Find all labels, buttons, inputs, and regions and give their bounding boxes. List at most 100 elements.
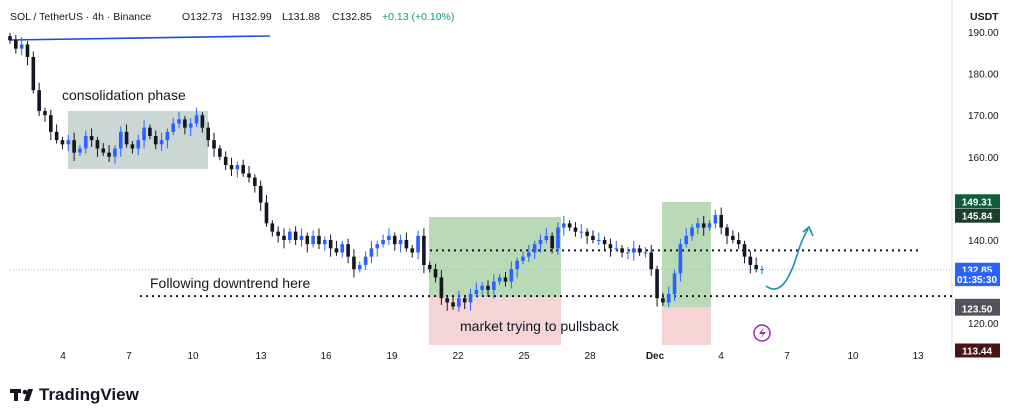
candle <box>684 228 689 248</box>
candle <box>567 220 572 231</box>
candle <box>672 269 677 301</box>
candle <box>317 228 321 250</box>
price-axis-label-text: 113.44 <box>962 346 992 357</box>
candle <box>124 124 129 148</box>
candle <box>392 232 397 251</box>
candle <box>731 230 735 244</box>
trend-line[interactable] <box>9 35 271 41</box>
candle <box>620 244 624 258</box>
y-tick-label: 120.00 <box>968 319 999 330</box>
candle <box>31 51 36 94</box>
ohlc-high: H132.99 <box>232 11 272 23</box>
candle <box>218 145 222 161</box>
candle <box>655 265 659 307</box>
currency-label[interactable]: USDT <box>970 11 999 23</box>
ohlc-low: L131.88 <box>282 11 320 23</box>
candle <box>258 180 263 211</box>
candle <box>363 251 368 270</box>
candle <box>422 228 426 274</box>
candle <box>276 226 280 243</box>
highlight-boxes <box>68 111 711 345</box>
candle <box>212 132 216 157</box>
candle <box>148 124 152 140</box>
recent-gain-box <box>662 202 711 307</box>
price-axis-label: 123.50 <box>955 301 1000 316</box>
candle <box>626 247 630 260</box>
candle <box>556 222 560 255</box>
candle <box>760 265 764 275</box>
ohlc-close: C132.85 <box>332 11 372 23</box>
candle <box>649 244 654 276</box>
candle <box>445 294 450 311</box>
candle <box>725 224 729 245</box>
candle <box>264 195 269 227</box>
candle <box>247 165 251 183</box>
candle <box>719 207 724 235</box>
candle <box>497 274 502 285</box>
candle <box>72 132 76 161</box>
candle <box>8 32 12 44</box>
price-axis-label: 145.84 <box>955 208 1000 223</box>
candle <box>666 286 671 308</box>
candle <box>136 134 141 156</box>
x-tick-label: 7 <box>784 351 790 362</box>
candle <box>631 240 636 261</box>
price-axis-label-text: 132.85 <box>962 266 993 277</box>
candle <box>585 228 589 245</box>
y-tick-label: 160.00 <box>968 153 999 164</box>
candle <box>661 292 665 306</box>
candle <box>579 224 584 239</box>
candle <box>188 118 193 136</box>
candle <box>253 174 257 193</box>
candle <box>311 230 315 248</box>
x-tick-label: 10 <box>187 351 199 362</box>
candle <box>352 249 356 278</box>
pullback-loss-box <box>429 297 561 345</box>
candle <box>113 145 117 164</box>
candle <box>235 161 240 178</box>
candle <box>439 269 444 305</box>
candle <box>241 159 245 177</box>
candle <box>288 228 292 244</box>
candle <box>165 128 170 149</box>
x-tick-label: 7 <box>126 351 132 362</box>
x-tick-label: 13 <box>255 351 267 362</box>
candle <box>398 234 403 253</box>
candle <box>433 263 438 283</box>
candle <box>561 215 566 236</box>
candle <box>293 226 298 245</box>
candle <box>416 230 420 260</box>
candle <box>527 244 531 262</box>
candle <box>643 247 648 258</box>
x-tick-label: 4 <box>60 351 66 362</box>
tradingview-logo[interactable]: TradingView <box>10 385 140 404</box>
candle <box>223 151 228 171</box>
candle <box>171 118 176 136</box>
price-axis-label: 149.31 <box>955 194 1000 209</box>
symbol-title[interactable]: SOL / TetherUS · 4h · Binance <box>10 11 151 23</box>
annotation-pullback: market trying to pullsback <box>460 318 620 334</box>
lightning-icon[interactable] <box>753 324 771 342</box>
candle <box>573 222 578 237</box>
tradingview-logo-text: TradingView <box>39 385 140 404</box>
candle <box>492 274 496 299</box>
chart-header: SOL / TetherUS · 4h · Binance O132.73 H1… <box>10 11 454 23</box>
x-tick-label: 28 <box>584 351 596 362</box>
candle <box>101 143 106 156</box>
candle <box>637 244 642 256</box>
candle <box>130 140 135 154</box>
time-axis[interactable]: 4 7 10 13 16 19 22 25 28 Dec 4 7 10 13 <box>60 351 924 362</box>
x-tick-label: 25 <box>518 351 530 362</box>
candle <box>486 280 490 297</box>
candle <box>748 251 753 274</box>
candle <box>299 228 304 247</box>
y-tick-label: 180.00 <box>968 70 999 81</box>
candlestick-series <box>8 32 764 312</box>
candle <box>78 145 82 156</box>
candle <box>142 120 146 149</box>
candle <box>328 234 333 257</box>
x-tick-label: 22 <box>452 351 464 362</box>
candle <box>742 240 747 264</box>
candle <box>754 257 758 273</box>
